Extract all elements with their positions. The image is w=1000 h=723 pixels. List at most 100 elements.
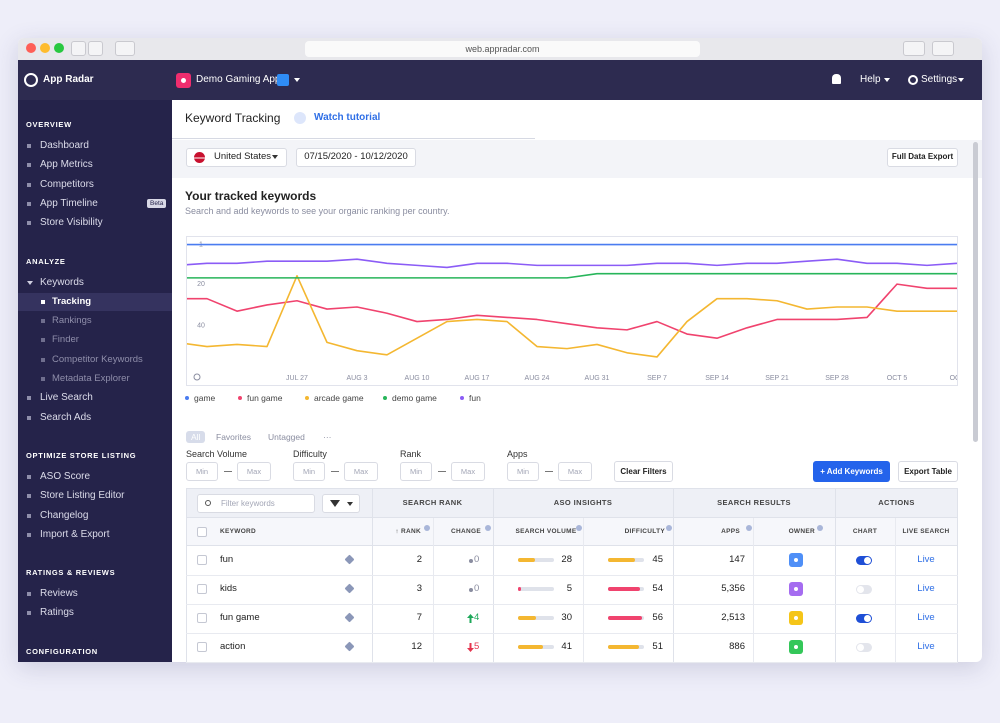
sidebar-item[interactable]: App Timeline: [40, 197, 98, 209]
min-input[interactable]: [293, 462, 325, 481]
sidebar-subitem[interactable]: Finder: [52, 334, 79, 346]
range-dash: [438, 471, 446, 472]
section-subheading: Search and add keywords to see your orga…: [185, 206, 450, 216]
url-bar[interactable]: web.appradar.com: [305, 41, 700, 57]
window-button[interactable]: [26, 43, 36, 53]
column-header[interactable]: ↑ RANK: [395, 528, 421, 535]
scrollbar[interactable]: [973, 142, 978, 442]
column-divider: [753, 518, 754, 662]
window-button[interactable]: [54, 43, 64, 53]
legend-label[interactable]: fun: [469, 393, 481, 403]
live-link[interactable]: Live: [917, 641, 935, 652]
bullet: [27, 532, 31, 537]
live-link[interactable]: Live: [917, 554, 935, 565]
toolbar-button[interactable]: [903, 41, 925, 56]
row-checkbox[interactable]: [197, 613, 207, 623]
toolbar-button[interactable]: [932, 41, 954, 56]
row-divider: [186, 574, 958, 576]
bullet: [27, 592, 31, 597]
min-placeholder: Min: [516, 466, 530, 476]
filter-menu-button[interactable]: [322, 494, 360, 513]
filter-tab[interactable]: Untagged: [268, 432, 305, 442]
sidebar-item[interactable]: ASO Score: [40, 470, 91, 482]
x-tick-label: AUG 10: [405, 375, 430, 382]
min-input[interactable]: [186, 462, 218, 481]
nav-button[interactable]: [115, 41, 135, 56]
window-button[interactable]: [40, 43, 50, 53]
legend-label[interactable]: game: [194, 393, 216, 403]
owner-icon-mark: [794, 645, 798, 649]
sidebar-item[interactable]: Dashboard: [40, 140, 89, 151]
bullet: [41, 319, 45, 324]
live-link[interactable]: Live: [917, 612, 935, 623]
sidebar-subitem[interactable]: Rankings: [52, 315, 92, 327]
column-divider: [895, 518, 896, 662]
filter-placeholder: Filter keywords: [221, 498, 275, 508]
row-checkbox[interactable]: [197, 642, 207, 652]
column-header: APPS: [721, 528, 740, 535]
chart-toggle[interactable]: [856, 643, 872, 652]
range-dash: [331, 471, 339, 472]
y-tick-label: 40: [197, 323, 205, 330]
sidebar-item[interactable]: Import & Export: [40, 528, 110, 540]
sidebar-subitem[interactable]: Metadata Explorer: [52, 373, 130, 384]
sidebar-subitem[interactable]: Tracking: [52, 295, 92, 307]
sidebar-item[interactable]: Keywords: [40, 276, 84, 288]
trend-arrow: [467, 613, 474, 623]
row-checkbox[interactable]: [197, 555, 207, 565]
bar-track: [518, 616, 554, 620]
nav-button[interactable]: [88, 41, 103, 56]
bullet: [27, 163, 31, 168]
country-select[interactable]: [186, 148, 287, 167]
export-button[interactable]: [887, 148, 958, 167]
info-icon: [485, 525, 491, 531]
legend-dot: [383, 396, 387, 400]
toggle-knob: [857, 586, 864, 593]
sidebar-item[interactable]: Store Listing Editor: [40, 490, 125, 502]
max-input[interactable]: [558, 462, 592, 481]
sidebar-item[interactable]: Live Search: [40, 392, 93, 404]
filter-label: Search Volume: [186, 449, 248, 459]
date-select[interactable]: [296, 148, 416, 167]
help-menu[interactable]: Help: [860, 74, 881, 85]
filter-tab[interactable]: ···: [323, 432, 332, 442]
sidebar-subitem[interactable]: Competitor Keywords: [52, 353, 143, 365]
store-icon: [277, 74, 289, 86]
sidebar-item[interactable]: Changelog: [40, 509, 89, 521]
header-checkbox[interactable]: [197, 527, 207, 537]
app-name[interactable]: Demo Gaming App: [196, 74, 281, 85]
min-input[interactable]: [507, 462, 539, 481]
add-button[interactable]: [813, 461, 890, 482]
sidebar-item[interactable]: App Metrics: [40, 159, 93, 171]
min-input[interactable]: [400, 462, 432, 481]
filter-input[interactable]: [197, 494, 315, 513]
legend-label[interactable]: arcade game: [314, 393, 364, 403]
max-input[interactable]: [344, 462, 378, 481]
export-table-button[interactable]: [898, 461, 958, 482]
sidebar-item[interactable]: Competitors: [40, 178, 94, 190]
column-header: OWNER: [788, 528, 815, 535]
add-button-label: + Add Keywords: [820, 466, 883, 476]
settings-menu[interactable]: Settings: [921, 74, 958, 85]
clear-button[interactable]: [614, 461, 673, 482]
sidebar-item[interactable]: Ratings: [40, 607, 74, 619]
filter-tab[interactable]: All: [186, 431, 206, 443]
tutorial-link[interactable]: Watch tutorial: [314, 112, 381, 123]
chart-toggle[interactable]: [856, 585, 872, 594]
sidebar-item[interactable]: Reviews: [40, 588, 78, 600]
nav-button[interactable]: [71, 41, 86, 56]
arrow: [467, 642, 474, 652]
toggle-knob: [864, 615, 871, 622]
legend-label[interactable]: fun game: [247, 393, 283, 403]
caret-icon: [884, 78, 890, 82]
live-link[interactable]: Live: [917, 583, 935, 594]
active-item-bg: [18, 292, 172, 311]
filter-tab[interactable]: Favorites: [216, 432, 251, 442]
max-input[interactable]: [451, 462, 485, 481]
sidebar-item[interactable]: Search Ads: [40, 411, 92, 423]
legend-label[interactable]: demo game: [392, 393, 437, 403]
sidebar-item[interactable]: Store Visibility: [40, 217, 103, 229]
row-checkbox[interactable]: [197, 584, 207, 594]
max-input[interactable]: [237, 462, 271, 481]
app-icon-mark: [181, 78, 186, 83]
